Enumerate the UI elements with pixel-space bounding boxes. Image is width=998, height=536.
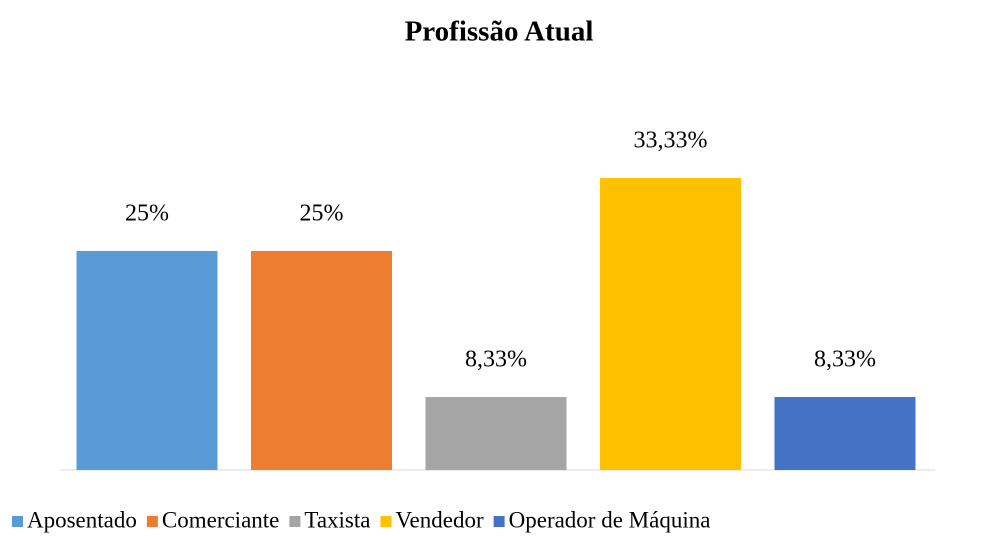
data-label: 8,33% bbox=[465, 347, 527, 373]
bar bbox=[425, 397, 567, 470]
data-label: 25% bbox=[125, 200, 169, 226]
bar bbox=[774, 397, 916, 470]
legend-swatch bbox=[380, 516, 392, 527]
legend-swatch bbox=[146, 516, 158, 527]
legend-swatch bbox=[493, 516, 505, 527]
legend-swatch bbox=[12, 516, 23, 527]
chart-title: Profissão Atual bbox=[405, 16, 594, 48]
legend-label: Comerciante bbox=[162, 507, 280, 532]
data-label: 8,33% bbox=[814, 347, 876, 373]
legend-label: Vendedor bbox=[395, 507, 483, 532]
data-label: 33,33% bbox=[634, 128, 708, 154]
bar bbox=[251, 250, 392, 470]
data-label: 25% bbox=[300, 200, 344, 226]
legend-swatch bbox=[289, 516, 301, 527]
legend-label: Aposentado bbox=[27, 507, 137, 532]
bar bbox=[600, 178, 741, 470]
legend-label: Operador de Máquina bbox=[509, 507, 711, 532]
legend-label: Taxista bbox=[304, 507, 370, 532]
bar bbox=[76, 250, 218, 470]
